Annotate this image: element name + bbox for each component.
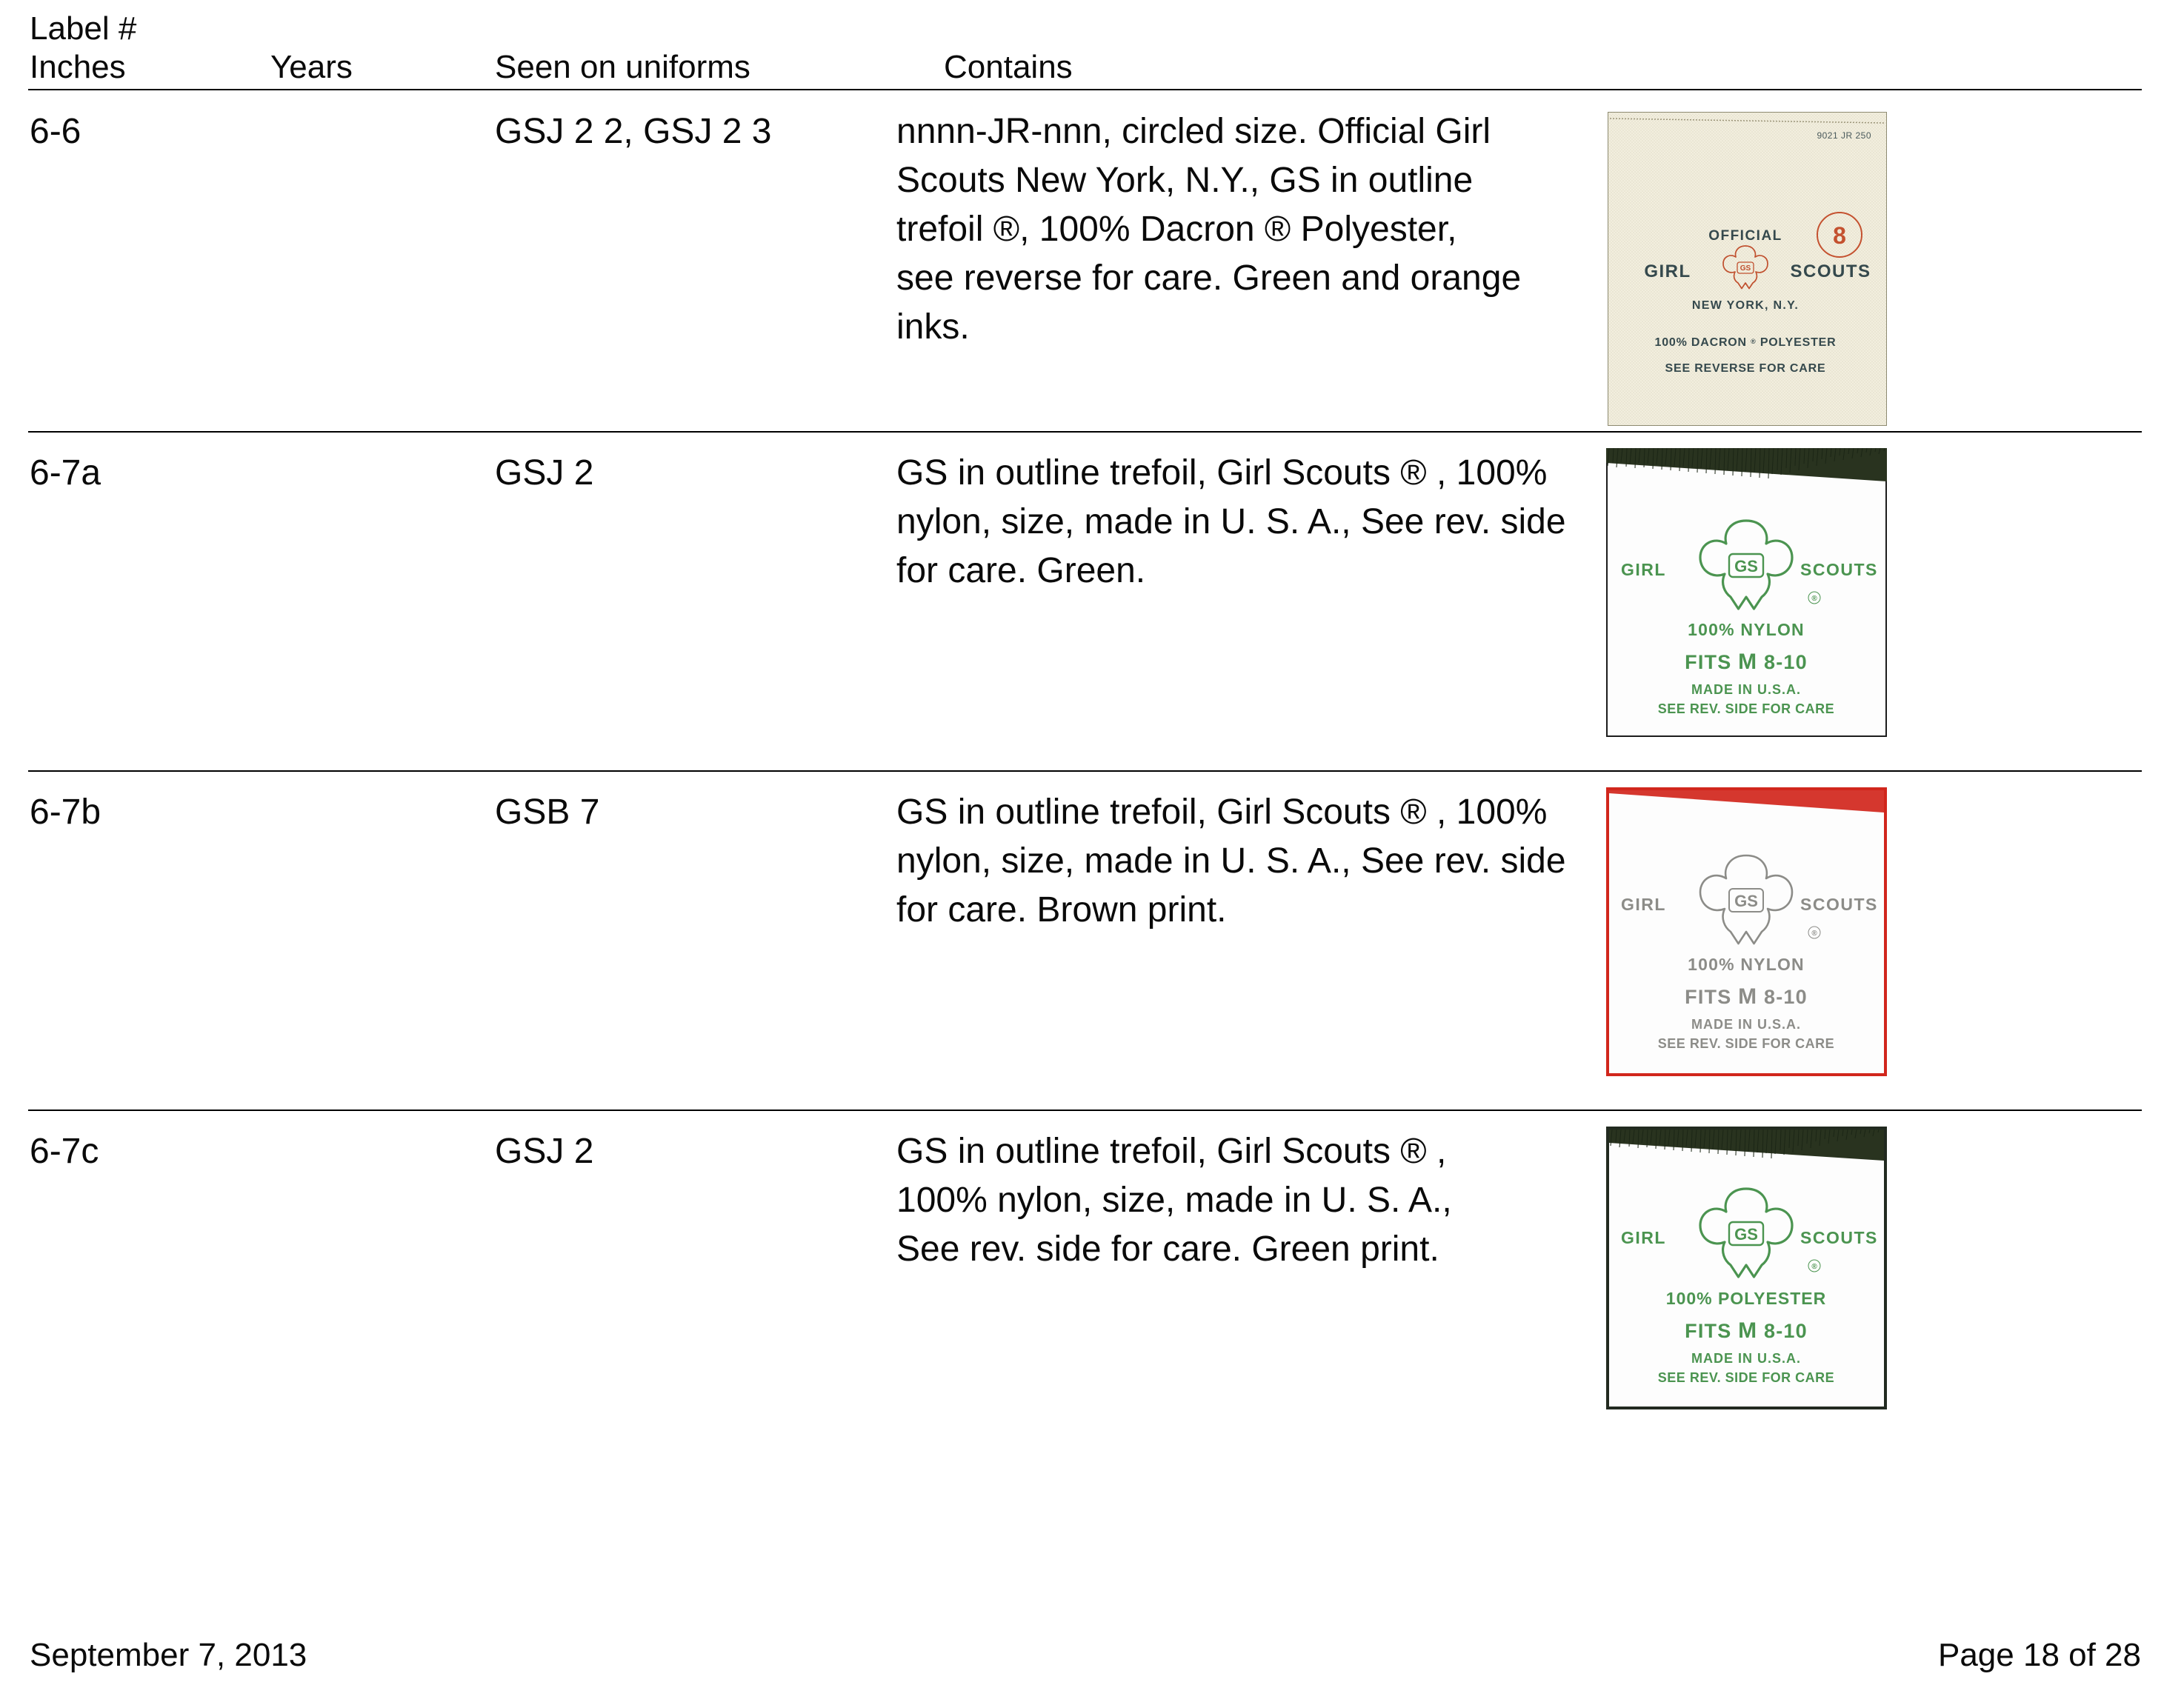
svg-text:100% DACRON ® POLYESTER: 100% DACRON ® POLYESTER	[1655, 336, 1837, 349]
svg-text:SEE REV. SIDE FOR CARE: SEE REV. SIDE FOR CARE	[1658, 1036, 1834, 1051]
svg-text:FITS M 8-10: FITS M 8-10	[1685, 984, 1808, 1009]
svg-text:SEE REVERSE FOR CARE: SEE REVERSE FOR CARE	[1665, 362, 1826, 375]
svg-text:SCOUTS: SCOUTS	[1800, 895, 1878, 914]
svg-text:NEW YORK, N.Y.: NEW YORK, N.Y.	[1692, 299, 1799, 312]
svg-text:GIRL: GIRL	[1644, 261, 1691, 281]
svg-text:OFFICIAL: OFFICIAL	[1708, 228, 1782, 244]
svg-text:GIRL: GIRL	[1621, 560, 1666, 579]
svg-text:MADE IN U.S.A.: MADE IN U.S.A.	[1691, 1017, 1801, 1032]
svg-text:GS: GS	[1740, 264, 1751, 273]
svg-text:9021 JR 250: 9021 JR 250	[1817, 130, 1871, 141]
svg-text:8: 8	[1833, 222, 1846, 249]
svg-text:GIRL: GIRL	[1621, 1228, 1666, 1247]
svg-text:SCOUTS: SCOUTS	[1800, 1228, 1878, 1247]
svg-text:SCOUTS: SCOUTS	[1800, 560, 1878, 579]
svg-text:GS: GS	[1734, 557, 1758, 575]
svg-text:FITS M 8-10: FITS M 8-10	[1685, 650, 1808, 674]
svg-text:®: ®	[1811, 1263, 1817, 1271]
svg-text:MADE IN U.S.A.: MADE IN U.S.A.	[1691, 1351, 1801, 1366]
svg-text:100% NYLON: 100% NYLON	[1688, 620, 1805, 639]
svg-text:SEE REV. SIDE FOR CARE: SEE REV. SIDE FOR CARE	[1658, 701, 1834, 716]
svg-text:FITS M 8-10: FITS M 8-10	[1685, 1318, 1808, 1343]
svg-text:GIRL: GIRL	[1621, 895, 1666, 914]
svg-text:GS: GS	[1734, 1225, 1758, 1244]
svg-text:100% NYLON: 100% NYLON	[1688, 955, 1805, 974]
svg-text:SCOUTS: SCOUTS	[1790, 261, 1871, 281]
svg-text:SEE REV. SIDE FOR CARE: SEE REV. SIDE FOR CARE	[1658, 1370, 1834, 1385]
svg-text:®: ®	[1811, 930, 1817, 938]
svg-text:®: ®	[1811, 595, 1817, 603]
svg-text:100% POLYESTER: 100% POLYESTER	[1666, 1289, 1826, 1308]
svg-text:GS: GS	[1734, 892, 1758, 910]
svg-text:MADE IN U.S.A.: MADE IN U.S.A.	[1691, 682, 1801, 697]
